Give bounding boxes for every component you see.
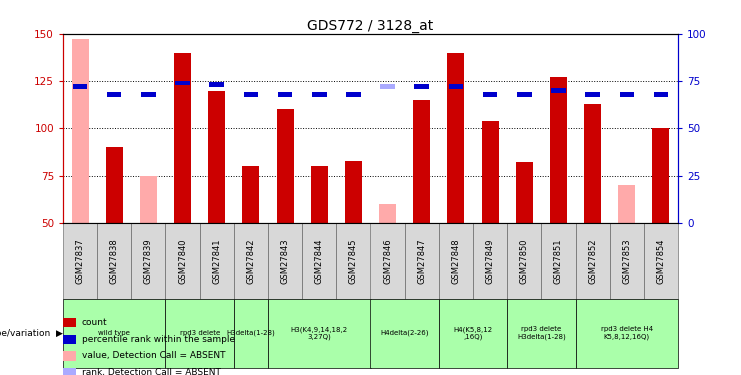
Bar [140,176,157,223]
Text: GSM27853: GSM27853 [622,238,631,284]
Bar [276,110,293,223]
Bar [345,160,362,223]
Bar [551,88,565,93]
Text: GSM27843: GSM27843 [281,238,290,284]
Bar [97,223,131,298]
Text: count: count [82,318,107,327]
Text: GSM27848: GSM27848 [451,238,460,284]
Bar [106,147,123,223]
Text: GSM27854: GSM27854 [657,238,665,284]
Bar [654,92,668,97]
Bar [379,204,396,223]
Bar [483,92,497,97]
Text: rank, Detection Call = ABSENT: rank, Detection Call = ABSENT [82,368,220,375]
Bar [618,185,635,223]
Bar [199,223,234,298]
Text: GSM27852: GSM27852 [588,238,597,284]
Text: wild type: wild type [99,330,130,336]
Text: GSM27838: GSM27838 [110,238,119,284]
Bar [165,298,234,368]
Text: H3delta(1-28): H3delta(1-28) [227,330,276,336]
Bar [73,84,87,89]
Text: rpd3 delete: rpd3 delete [179,330,220,336]
Bar [141,92,156,97]
Bar [584,104,601,223]
Bar [234,223,268,298]
Bar [174,53,191,223]
Bar [370,223,405,298]
Text: GSM27847: GSM27847 [417,238,426,284]
Text: GSM27841: GSM27841 [212,238,222,284]
Text: rpd3 delete H4
K5,8,12,16Q): rpd3 delete H4 K5,8,12,16Q) [601,326,653,340]
Text: H4delta(2-26): H4delta(2-26) [380,330,429,336]
Bar [234,298,268,368]
Bar [72,39,89,223]
Bar [107,92,122,97]
Bar [652,128,669,223]
Bar [405,223,439,298]
Text: GSM27850: GSM27850 [519,238,529,284]
Text: rpd3 delete
H3delta(1-28): rpd3 delete H3delta(1-28) [517,326,565,340]
Text: H4(K5,8,12
,16Q): H4(K5,8,12 ,16Q) [453,326,493,340]
Bar [312,92,327,97]
Bar [585,92,600,97]
Text: percentile rank within the sample: percentile rank within the sample [82,334,235,344]
Text: GSM27840: GSM27840 [178,238,187,284]
Bar [550,77,567,223]
Bar [482,121,499,223]
Text: genotype/variation  ▶: genotype/variation ▶ [0,328,63,338]
Bar [268,223,302,298]
Text: GSM27845: GSM27845 [349,238,358,284]
Bar [439,223,473,298]
Bar [165,223,199,298]
Bar [131,223,165,298]
Bar [310,166,328,223]
Bar [176,81,190,86]
Bar [448,84,463,89]
Bar [507,223,542,298]
Bar [302,223,336,298]
Text: H3(K4,9,14,18,2
3,27Q): H3(K4,9,14,18,2 3,27Q) [290,326,348,340]
Text: GSM27839: GSM27839 [144,238,153,284]
Bar [208,90,225,223]
Bar [507,298,576,368]
Bar [346,92,361,97]
Text: GSM27849: GSM27849 [485,238,494,284]
Bar [448,53,465,223]
Title: GDS772 / 3128_at: GDS772 / 3128_at [308,19,433,33]
Bar [610,223,644,298]
Bar [542,223,576,298]
Bar [278,92,293,97]
Bar [516,162,533,223]
Text: value, Detection Call = ABSENT: value, Detection Call = ABSENT [82,351,225,360]
Text: GSM27842: GSM27842 [247,238,256,284]
Bar [644,223,678,298]
Bar [439,298,507,368]
Text: GSM27844: GSM27844 [315,238,324,284]
Bar [517,92,531,97]
Text: GSM27851: GSM27851 [554,238,563,284]
Bar [244,92,258,97]
Bar [413,100,431,223]
Bar [63,298,165,368]
Bar [242,166,259,223]
Bar [576,298,678,368]
Bar [619,92,634,97]
Bar [336,223,370,298]
Bar [210,82,224,87]
Bar [63,223,97,298]
Bar [414,84,429,89]
Bar [473,223,507,298]
Text: GSM27837: GSM27837 [76,238,84,284]
Bar [370,298,439,368]
Bar [268,298,370,368]
Bar [576,223,610,298]
Text: GSM27846: GSM27846 [383,238,392,284]
Bar [380,84,395,89]
